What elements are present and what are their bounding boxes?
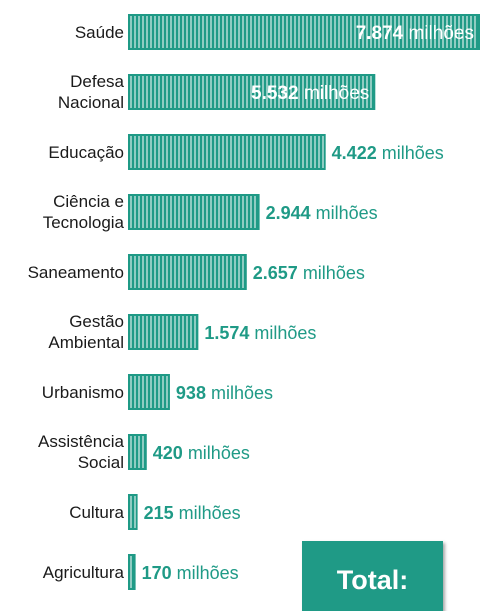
bar-stripes [130, 256, 244, 288]
value-unit: milhões [206, 383, 273, 403]
value-label: 7.874 milhões [356, 23, 474, 44]
value-unit: milhões [183, 443, 250, 463]
bar-stripes [130, 16, 476, 48]
value-number: 4.422 [332, 143, 377, 163]
value-number: 1.574 [204, 323, 249, 343]
bar-group: Saneamento 2.657 milhões [28, 254, 365, 290]
value-label: 2.657 milhões [253, 263, 365, 283]
bar-stripes [130, 436, 144, 468]
bar-stripes [130, 76, 372, 108]
bar [128, 374, 170, 410]
bar-group: Agricultura 170 milhões [43, 554, 239, 590]
category-label: Social [78, 453, 124, 472]
value-label: 215 milhões [144, 503, 241, 523]
total-label: Total: [336, 565, 409, 595]
category-label: Tecnologia [43, 213, 125, 232]
value-number: 420 [153, 443, 183, 463]
bar-stripes [130, 376, 168, 408]
value-unit: milhões [311, 203, 378, 223]
category-label: Cultura [69, 503, 124, 522]
bar-group: Saúde 7.874 milhões [75, 14, 480, 50]
bar-stripes [130, 136, 324, 168]
value-unit: milhões [249, 323, 316, 343]
bar [128, 194, 260, 230]
value-label: 4.422 milhões [332, 143, 444, 163]
value-unit: milhões [298, 263, 365, 283]
bar-stripes [130, 496, 136, 528]
value-number: 5.532 [251, 83, 299, 104]
value-label: 2.944 milhões [266, 203, 378, 223]
bar [128, 74, 376, 110]
value-unit: milhões [174, 503, 241, 523]
category-label: Urbanismo [42, 383, 124, 402]
value-unit: milhões [172, 563, 239, 583]
bar-stripes [130, 316, 196, 348]
category-label: Assistência [38, 432, 125, 451]
value-number: 2.657 [253, 263, 298, 283]
value-unit: milhões [299, 83, 370, 104]
value-unit: milhões [377, 143, 444, 163]
bar-group: Ciência e Tecnologia 2.944 milhões [43, 192, 378, 232]
category-label: Ambiental [48, 333, 124, 352]
total-box: Total: [302, 541, 443, 611]
category-label: Agricultura [43, 563, 125, 582]
bar [128, 494, 138, 530]
bar-group: Cultura 215 milhões [69, 494, 241, 530]
value-label: 420 milhões [153, 443, 250, 463]
value-label: 938 milhões [176, 383, 273, 403]
category-label: Defesa [70, 72, 124, 91]
value-unit: milhões [403, 23, 474, 44]
value-label: 1.574 milhões [204, 323, 316, 343]
bar-group: Gestão Ambiental 1.574 milhões [48, 312, 316, 352]
value-number: 215 [144, 503, 174, 523]
value-number: 7.874 [356, 23, 404, 44]
value-number: 938 [176, 383, 206, 403]
bar-group: Educação 4.422 milhões [48, 134, 444, 170]
category-label: Nacional [58, 93, 124, 112]
category-label: Saúde [75, 23, 124, 42]
value-number: 2.944 [266, 203, 311, 223]
bar-group: Urbanismo 938 milhões [42, 374, 273, 410]
bar-stripes [130, 196, 256, 228]
category-label: Gestão [69, 312, 124, 331]
category-label: Educação [48, 143, 124, 162]
value-number: 170 [142, 563, 172, 583]
value-label: 5.532 milhões [251, 83, 369, 104]
bar-group: Defesa Nacional 5.532 milhões [58, 72, 376, 112]
value-label: 170 milhões [142, 563, 239, 583]
category-label: Ciência e [53, 192, 124, 211]
bar [128, 434, 147, 470]
category-label: Saneamento [28, 263, 124, 282]
bar [128, 554, 136, 590]
bar-group: Assistência Social 420 milhões [38, 432, 250, 472]
